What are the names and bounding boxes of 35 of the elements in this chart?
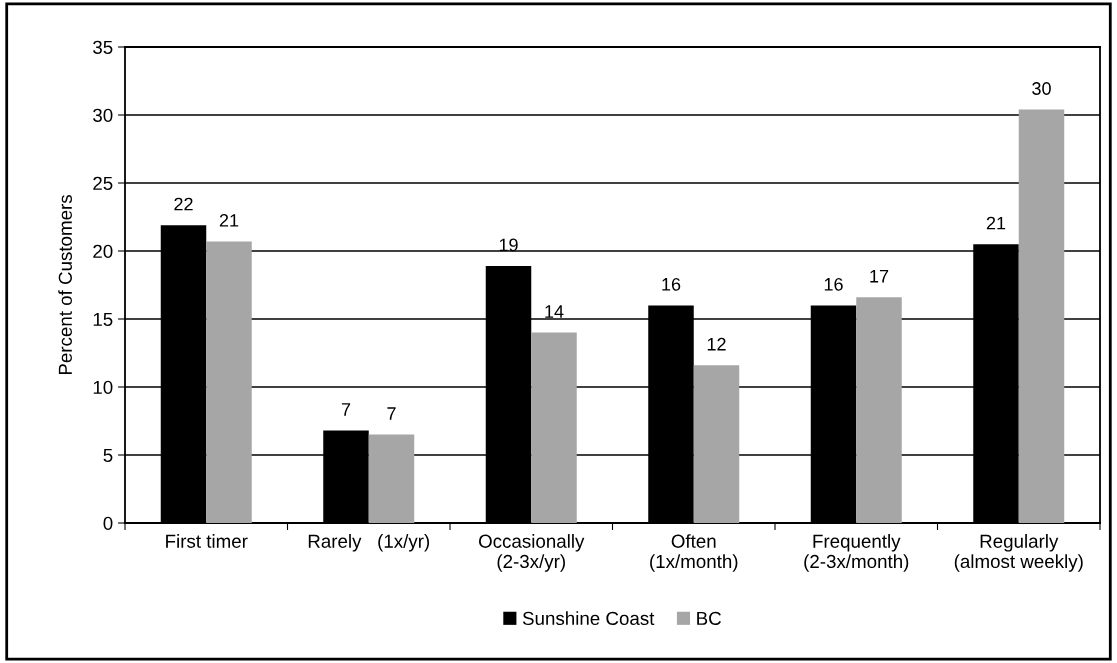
y-tick-label: 15 <box>93 312 113 326</box>
x-tick-label: Frequently (2-3x/month) <box>804 534 909 572</box>
y-tick-label: 30 <box>93 108 113 122</box>
legend-label: BC <box>697 611 721 626</box>
x-tick-label: First timer <box>166 534 248 548</box>
bar <box>856 297 902 523</box>
data-label: 30 <box>1032 82 1051 95</box>
y-axis-title: Percent of Customers <box>58 195 72 375</box>
data-label: 19 <box>499 238 518 252</box>
data-label: 14 <box>545 305 564 318</box>
legend-label: Sunshine Coast <box>522 611 655 626</box>
y-tick-label: 0 <box>103 516 113 530</box>
bar <box>531 332 577 523</box>
x-tick-label: Occasionally (2-3x/yr) <box>478 534 585 572</box>
data-label: 7 <box>341 403 351 416</box>
bar <box>206 241 252 523</box>
x-tick-label: Often (1x/month) <box>650 534 738 572</box>
data-label: 17 <box>870 269 889 283</box>
y-tick-label: 5 <box>103 448 113 462</box>
data-label: 16 <box>824 277 843 291</box>
data-label: 12 <box>707 337 726 351</box>
y-tick-label: 25 <box>93 176 113 190</box>
bar <box>693 365 740 523</box>
data-label: 16 <box>662 277 681 291</box>
data-label: 21 <box>219 214 239 227</box>
bar <box>1018 109 1065 523</box>
y-tick-label: 10 <box>93 380 113 394</box>
data-label: 22 <box>174 197 193 211</box>
bar <box>368 434 415 523</box>
y-tick-label: 35 <box>93 40 113 54</box>
data-label: 7 <box>387 407 396 420</box>
x-tick-label: Regularly (almost weekly) <box>954 534 1083 572</box>
x-tick-label: Rarely (1x/yr) <box>308 534 430 552</box>
data-label: 21 <box>986 216 1006 230</box>
y-tick-label: 20 <box>93 244 113 258</box>
